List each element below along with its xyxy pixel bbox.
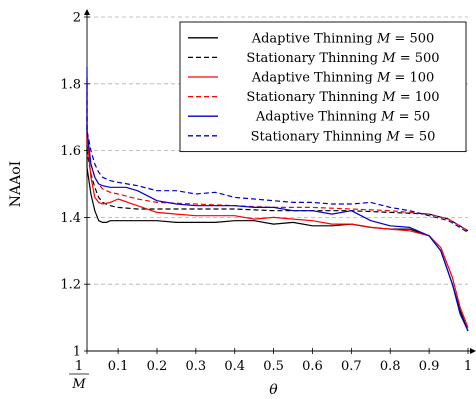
legend-label: Stationary Thinning M = 100: [246, 90, 439, 105]
series-line-1: [86, 127, 469, 332]
y-tick-label: 1.4: [60, 211, 81, 226]
x-tick-label: 0.2: [147, 359, 168, 374]
x-axis-arrow-icon: [470, 348, 476, 354]
x-tick-label: 0.3: [186, 359, 207, 374]
legend-label: Stationary Thinning M = 50: [251, 129, 436, 144]
series-line-2: [86, 117, 469, 232]
x-tick-label-denominator: M: [71, 377, 86, 392]
x-tick-label: 0.8: [380, 359, 401, 374]
x-tick-label: 0.6: [302, 359, 323, 374]
series-lines: [86, 67, 469, 332]
legend-label: Adaptive Thinning M = 500: [251, 31, 435, 46]
legend-label: Adaptive Thinning M = 50: [255, 110, 430, 125]
y-axis-arrow-icon: [84, 9, 90, 15]
x-tick-label-numerator: 1: [75, 359, 83, 374]
legend-entry: Adaptive Thinning M = 50: [188, 110, 430, 125]
x-tick-label: 0.9: [419, 359, 440, 374]
series-line-5: [86, 67, 469, 332]
legend: Adaptive Thinning M = 500 Stationary Thin…: [179, 21, 467, 153]
legend-entry: Stationary Thinning M = 500: [188, 51, 440, 66]
y-tick-label: 2: [73, 11, 81, 26]
legend-entries: Adaptive Thinning M = 500 Stationary Thin…: [188, 31, 440, 144]
y-tick-label: 1.2: [60, 278, 81, 293]
x-tick-label: 0.7: [341, 359, 362, 374]
legend-entry: Stationary Thinning M = 50: [188, 129, 435, 144]
x-tick-label-fraction: 1M: [69, 359, 89, 392]
x-axis-label: θ: [269, 382, 278, 398]
legend-box: [179, 21, 467, 153]
x-tick-label: 0.4: [224, 359, 245, 374]
y-axis-label: NAAoI: [8, 161, 24, 207]
legend-label: Stationary Thinning M = 500: [246, 51, 439, 66]
x-tick-label: 1: [464, 359, 472, 374]
series-line-3: [86, 77, 469, 328]
legend-entry: Stationary Thinning M = 100: [188, 90, 440, 105]
y-tick-label: 1: [73, 345, 81, 360]
legend-label: Adaptive Thinning M = 100: [251, 71, 435, 86]
x-tick-label: 0.1: [108, 359, 129, 374]
series-line-6: [86, 83, 469, 233]
legend-entry: Adaptive Thinning M = 100: [188, 71, 434, 86]
y-tick-label: 1.8: [60, 77, 81, 92]
x-tick-label: 0.5: [263, 359, 284, 374]
y-tick-label: 1.6: [60, 144, 81, 159]
legend-entry: Adaptive Thinning M = 500: [188, 31, 434, 46]
